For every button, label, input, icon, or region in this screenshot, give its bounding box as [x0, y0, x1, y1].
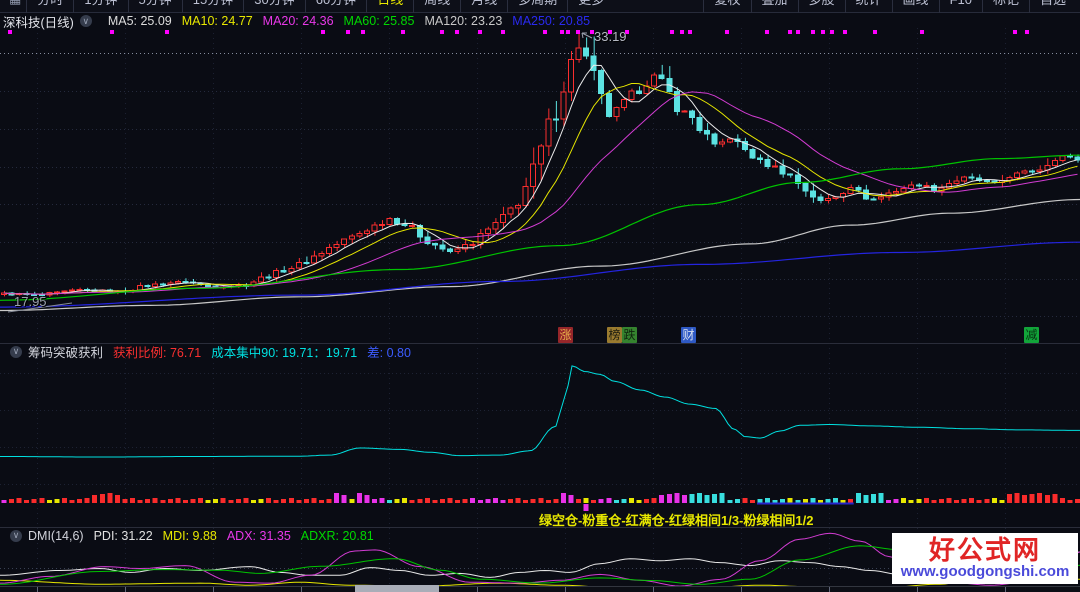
- logo-title: 好公式网: [928, 534, 1041, 565]
- menu-item-tool[interactable]: F10: [938, 0, 982, 13]
- menu-item-period[interactable]: 5分钟: [127, 0, 182, 13]
- menu-item-period[interactable]: 分时: [26, 0, 73, 13]
- indicator-value: 差: 0.80: [367, 346, 411, 360]
- ma-value: MA20: 24.36: [262, 14, 334, 28]
- top-menu-bar: ▦ 分时1分钟5分钟15分钟30分钟60分钟日线周线月线多周期更多 复权叠加多股…: [0, 0, 1080, 13]
- menu-item-tool[interactable]: 复权: [703, 0, 750, 13]
- formula-annotation: 绿空仓-粉重仓-红满仓-红绿相间1/3-粉绿相间1/2: [539, 513, 814, 528]
- indicator-value: 获利比例: 76.71: [113, 346, 202, 360]
- dmi-indicator-header: ∨ DMI(14,6) PDI: 31.22 MDI: 9.88 ADX: 31.3…: [0, 528, 1080, 543]
- low-price-label: 17.95: [14, 294, 47, 309]
- grid-icon[interactable]: ▦: [4, 0, 26, 7]
- tool-menu: 复权叠加多股统计画线F10标记自选: [703, 0, 1076, 13]
- tag-button[interactable]: 减: [1024, 327, 1039, 343]
- menu-item-period[interactable]: 日线: [366, 0, 413, 13]
- tag-button[interactable]: 财: [681, 327, 696, 343]
- chip-indicator-header: ∨ 筹码突破获利 获利比例: 76.71 成本集中90: 19.71：19.71 差…: [0, 342, 1080, 361]
- indicator-value: ADXR: 20.81: [300, 528, 374, 543]
- indicator-title: DMI(14,6): [28, 528, 84, 543]
- ma-value: MA5: 25.09: [107, 14, 172, 28]
- period-menu: 分时1分钟5分钟15分钟30分钟60分钟日线周线月线多周期更多: [26, 0, 614, 13]
- ma-legend: MA5: 25.09 MA10: 24.77 MA20: 24.36 MA60: 25…: [98, 14, 590, 28]
- menu-item-period[interactable]: 更多: [567, 0, 614, 13]
- panel-separator: [0, 527, 1080, 528]
- chevron-down-icon[interactable]: ∨: [79, 15, 92, 27]
- indicator-value: ADX: 31.35: [226, 528, 291, 543]
- watermark-logo: 好公式网 www.goodgongshi.com: [892, 533, 1078, 584]
- menu-item-period[interactable]: 月线: [460, 0, 507, 13]
- menu-item-period[interactable]: 多周期: [507, 0, 567, 13]
- symbol-name: 深科技(日线): [3, 15, 74, 30]
- indicator-values: PDI: 31.22 MDI: 9.88 ADX: 31.35 ADXR: 20.81: [84, 529, 374, 543]
- menu-item-tool[interactable]: 画线: [891, 0, 939, 13]
- indicator-value: 成本集中90: 19.71：19.71: [211, 346, 358, 360]
- menu-item-tool[interactable]: 多股: [797, 0, 845, 13]
- ma-value: MA10: 24.77: [181, 14, 253, 28]
- indicator-value: MDI: 9.88: [162, 528, 217, 543]
- ma-value: MA120: 23.23: [424, 14, 503, 28]
- menu-item-period[interactable]: 1分钟: [73, 0, 127, 13]
- menu-item-tool[interactable]: 统计: [844, 0, 892, 13]
- ma-value: MA250: 20.85: [512, 14, 591, 28]
- panel-separator: [0, 343, 1080, 344]
- menu-item-tool[interactable]: 标记: [981, 0, 1029, 13]
- peak-price-label: 33.19: [594, 29, 627, 44]
- indicator-values: 获利比例: 76.71 成本集中90: 19.71：19.71 差: 0.80: [103, 342, 411, 361]
- menu-item-period[interactable]: 周线: [413, 0, 460, 13]
- menu-item-period[interactable]: 60分钟: [304, 0, 366, 13]
- ma-value: MA60: 25.85: [343, 14, 415, 28]
- menu-item-tool[interactable]: 叠加: [750, 0, 798, 13]
- info-bar: 深科技(日线) ∨ MA5: 25.09 MA10: 24.77 MA20: 24.…: [0, 13, 1080, 30]
- tag-button[interactable]: 跌: [622, 327, 637, 343]
- menu-item-period[interactable]: 30分钟: [243, 0, 304, 13]
- chevron-down-icon[interactable]: ∨: [10, 529, 22, 542]
- menu-item-period[interactable]: 15分钟: [181, 0, 243, 13]
- tag-button[interactable]: 榜: [607, 327, 622, 343]
- chevron-down-icon[interactable]: ∨: [10, 345, 22, 358]
- tag-button[interactable]: 涨: [558, 327, 573, 343]
- indicator-value: PDI: 31.22: [93, 528, 153, 543]
- indicator-title: 筹码突破获利: [28, 346, 104, 360]
- menu-item-tool[interactable]: 自选: [1028, 0, 1076, 13]
- logo-url: www.goodgongshi.com: [900, 562, 1070, 580]
